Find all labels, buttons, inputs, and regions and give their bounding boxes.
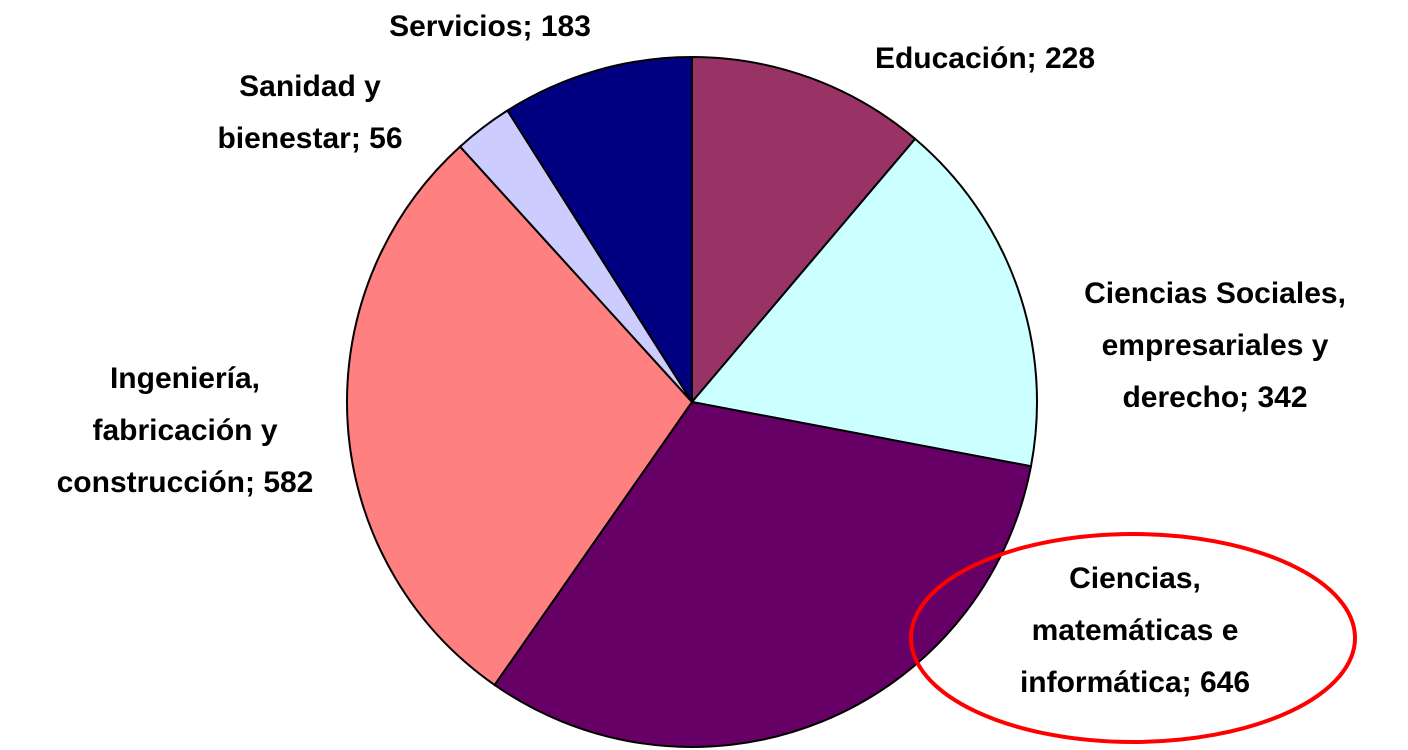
data-label: fabricación y: [92, 414, 277, 447]
data-label: Educación; 228: [875, 42, 1095, 75]
pie-slice: [506, 55, 693, 406]
pie-slice: [690, 137, 1038, 468]
data-label: Ingeniería,: [110, 362, 260, 395]
pie-slice: [691, 55, 917, 405]
data-label: Servicios; 183: [389, 10, 591, 43]
pie-slice: [346, 145, 694, 687]
data-label: construcción; 582: [57, 466, 314, 499]
data-labels: Educación; 228 Ciencias Sociales, empresar…: [57, 10, 1346, 699]
data-label: Sanidad y: [239, 70, 381, 103]
data-label: informática; 646: [1020, 666, 1250, 699]
data-label: Ciencias,: [1069, 562, 1201, 595]
data-label: Ciencias Sociales,: [1084, 277, 1346, 310]
pie: [346, 55, 1038, 748]
data-label: derecho; 342: [1122, 381, 1307, 414]
data-label: matemáticas e: [1032, 614, 1239, 647]
highlight-ellipse: [909, 532, 1357, 744]
data-label: empresariales y: [1102, 329, 1329, 362]
data-label: bienestar; 56: [217, 122, 402, 155]
